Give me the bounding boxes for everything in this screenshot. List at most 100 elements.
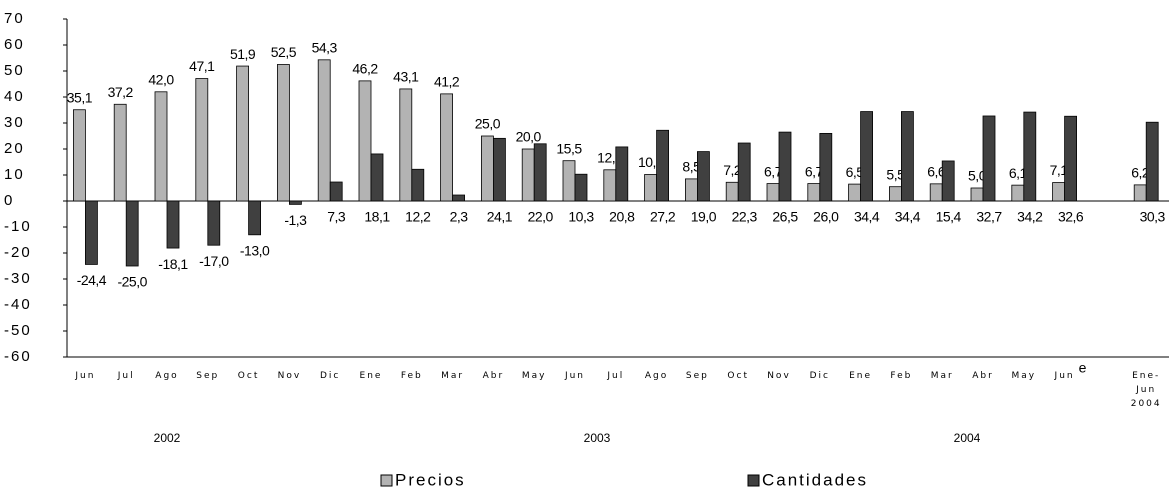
y-tick-label: -50 (4, 322, 32, 339)
x-tick-label-box: Feb (890, 371, 910, 381)
bar (725, 181, 739, 202)
y-tick-label: -30 (4, 270, 32, 287)
bar (941, 160, 955, 202)
bar (603, 169, 617, 202)
value-label: 5,0 (968, 168, 987, 184)
bar (85, 200, 98, 265)
value-label: 7,1 (1050, 162, 1069, 178)
bar (113, 103, 127, 202)
x-tick-label: Jun (1054, 371, 1075, 381)
x-tick-label: Nov (277, 371, 302, 381)
value-label: 20,0 (516, 129, 542, 145)
x-tick-label: Sep (196, 371, 220, 381)
y-tick-label: 0 (4, 192, 14, 209)
x-tick-label-box: Jun (75, 371, 93, 381)
x-tick-label-box: Ene (359, 371, 383, 381)
x-tick-label-box: Nov (277, 371, 302, 381)
y-tick-label: -20 (4, 244, 32, 261)
bar (73, 109, 86, 202)
x-tick-label-box: Jun (1054, 371, 1075, 381)
value-label: 30,3 (1140, 209, 1166, 225)
bar (685, 178, 698, 202)
x-tick-label-box: Ago (155, 371, 176, 381)
x-tick-label: Mar (930, 371, 954, 381)
x-tick-label-box: Oct (727, 371, 747, 381)
value-label: 15,4 (936, 209, 962, 225)
bar (697, 151, 710, 202)
value-label: -17,0 (199, 253, 229, 269)
x-tick-label: Ago (644, 371, 669, 381)
value-label: 51,9 (230, 46, 256, 62)
value-label: 22,0 (528, 209, 554, 225)
bar (492, 137, 506, 202)
value-label: 10,3 (568, 209, 594, 225)
value-label: 26,5 (772, 209, 798, 225)
bar (452, 194, 466, 202)
x-tick-label-box: Dic (320, 371, 338, 381)
bar (1052, 182, 1065, 202)
x-tick-label-box: Oct (238, 371, 258, 381)
y-tick-label: -40 (4, 296, 32, 313)
bar (929, 183, 943, 202)
x-tick-label: Ene (359, 371, 383, 381)
y-tick-label: -60 (4, 348, 32, 365)
bar (848, 183, 861, 202)
legend-swatch (747, 474, 760, 487)
x-group-label: 2002 (154, 431, 181, 445)
x-tick-label: Abr (482, 371, 505, 381)
value-label: 34,4 (854, 209, 880, 225)
bar (248, 200, 262, 236)
x-tick-label: Sep (685, 371, 709, 381)
x-tick-label: May (521, 371, 547, 381)
x-tick-label: Jun (564, 371, 586, 381)
bar (440, 93, 454, 202)
bar (901, 111, 914, 202)
bar (860, 111, 873, 202)
bar (358, 80, 372, 202)
bar (1011, 184, 1025, 202)
x-tick-label-box: Ene-Jun 2004 (1131, 371, 1160, 409)
x-tick-label-box: Feb (401, 371, 421, 381)
bar (125, 200, 139, 267)
value-label: 6,5 (846, 164, 865, 180)
bar (819, 132, 833, 202)
bar (656, 129, 669, 202)
x-tick-label-box: May (521, 371, 547, 381)
bar (370, 153, 384, 202)
value-label: 7,3 (327, 209, 346, 225)
bar (154, 91, 168, 202)
y-tick-label: 10 (4, 166, 25, 183)
value-label: 32,7 (976, 209, 1002, 225)
value-label: -1,3 (284, 212, 307, 228)
value-label: 20,8 (609, 209, 635, 225)
bar (1023, 111, 1037, 202)
value-label: -18,1 (158, 256, 188, 272)
value-label: -25,0 (117, 274, 147, 290)
x-tick-label-box: Ene (849, 371, 870, 381)
y-tick-label: 20 (4, 140, 25, 157)
value-label: -13,0 (240, 243, 270, 259)
y-tick-label: 40 (4, 88, 25, 105)
y-tick-label: 50 (4, 62, 25, 79)
value-label: 35,1 (67, 89, 93, 105)
value-label: 37,2 (108, 84, 134, 100)
bar (889, 186, 902, 202)
bar (329, 181, 343, 202)
x-tick-label-box: Sep (196, 371, 220, 381)
x-tick-label-box: May (1011, 371, 1034, 381)
value-label: 47,1 (189, 58, 215, 74)
value-label: -24,4 (77, 272, 107, 288)
value-label: 15,5 (556, 140, 582, 156)
value-label: 41,2 (434, 74, 460, 90)
legend-label: Precios (395, 470, 466, 489)
bar (288, 200, 302, 205)
value-label: 42,0 (148, 72, 174, 88)
value-label: 6,2 (1131, 165, 1150, 181)
bar (480, 135, 494, 202)
value-label: 22,3 (732, 209, 758, 225)
value-label: 54,3 (312, 40, 338, 56)
x-tick-label-box: Jun (564, 371, 586, 381)
x-tick-label-box: Ago (644, 371, 669, 381)
x-tick-label: Nov (767, 371, 791, 381)
